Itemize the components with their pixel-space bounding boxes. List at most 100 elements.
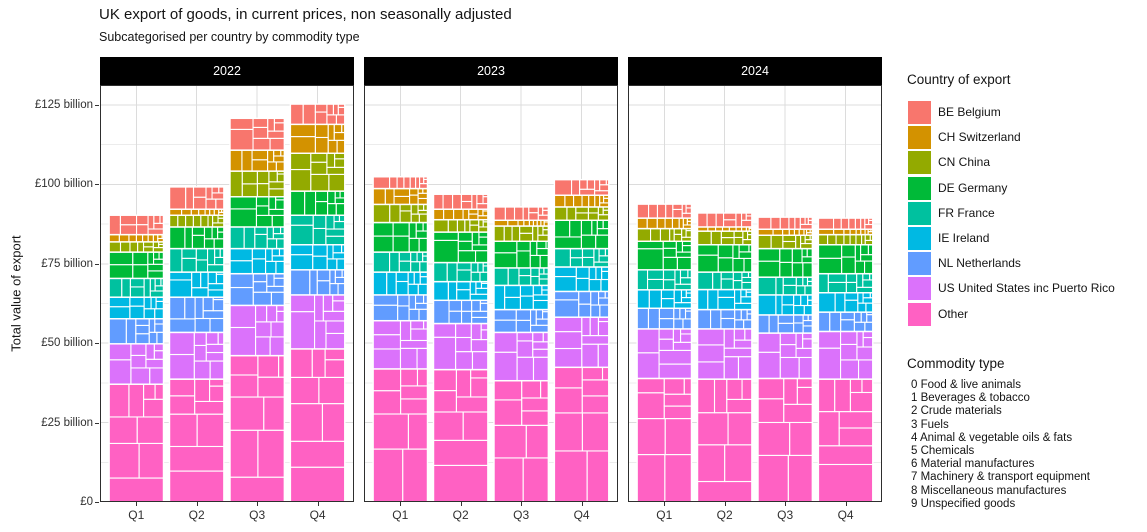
commodity-cell	[712, 271, 722, 291]
commodity-cell	[229, 273, 254, 289]
commodity-cell	[636, 392, 665, 420]
commodity-cell	[817, 463, 874, 502]
bar-2024-Q2	[696, 212, 753, 502]
commodity-cell	[207, 248, 216, 266]
commodity-cell	[482, 265, 489, 273]
commodity-cell	[314, 123, 329, 139]
commodity-cell	[457, 240, 473, 252]
facet-panel-2022	[100, 85, 354, 502]
commodity-cell	[399, 339, 429, 349]
commodity-cell	[168, 331, 195, 356]
commodity-cell	[573, 194, 583, 208]
commodity-cell	[493, 206, 506, 221]
commodity-cell	[779, 261, 793, 278]
commodity-cell	[588, 194, 596, 208]
commodity-cell	[338, 214, 346, 223]
commodity-cell	[478, 231, 489, 238]
commodity-cell	[372, 448, 404, 502]
legend-swatch-BE	[908, 101, 931, 124]
commodity-cell	[332, 294, 346, 302]
commodity-cell	[522, 457, 549, 502]
commodity-cell	[673, 307, 681, 320]
commodity-cell	[457, 250, 477, 264]
commodity-cell	[603, 197, 610, 204]
commodity-cell	[129, 305, 145, 320]
commodity-cell	[251, 159, 269, 172]
commodity-cell	[581, 412, 610, 452]
commodity-cell	[530, 275, 540, 286]
commodity-cell	[215, 273, 225, 285]
commodity-cell	[471, 299, 481, 312]
commodity-cell	[855, 228, 862, 236]
commodity-cell	[540, 380, 549, 399]
y-tick-label: £50 billion	[41, 337, 93, 350]
commodity-cell	[581, 316, 591, 337]
commodity-cell	[648, 203, 659, 219]
commodity-cell	[862, 292, 871, 299]
commodity-cell	[322, 310, 346, 322]
commodity-cell	[407, 271, 415, 285]
commodity-cell	[399, 347, 418, 370]
commodity-cell	[372, 187, 386, 205]
commodity-cell	[203, 238, 215, 250]
commodity-cell	[455, 322, 472, 339]
segment-CN	[553, 206, 610, 221]
commodity-cell	[147, 270, 165, 279]
commodity-cell	[276, 310, 285, 323]
commodity-cell	[326, 244, 334, 260]
commodity-cell	[853, 311, 862, 323]
segment-IE	[432, 280, 489, 302]
commodity-cell	[191, 226, 206, 236]
commodity-cell	[732, 279, 743, 291]
segment-CN	[636, 227, 693, 242]
segment-CN	[372, 203, 429, 224]
commodity-cell	[267, 149, 275, 163]
commodity-cell	[646, 217, 658, 230]
panel-border	[628, 85, 882, 502]
commodity-cell	[806, 248, 813, 258]
segment-outline	[108, 214, 165, 236]
commodity-cell	[202, 296, 214, 312]
commodity-cell	[479, 302, 489, 312]
commodity-cell	[599, 194, 605, 204]
commodity-cell	[770, 234, 784, 250]
commodity-cell	[856, 273, 864, 288]
commodity-cell	[660, 289, 675, 300]
commodity-cell	[118, 234, 130, 243]
segment-DE	[757, 247, 814, 278]
panel-border	[100, 85, 354, 502]
commodity-cell	[672, 328, 682, 343]
commodity-cell	[720, 230, 735, 239]
commodity-cell	[636, 217, 648, 230]
segment-US	[757, 332, 814, 380]
commodity-cell	[671, 217, 680, 230]
commodity-cell	[553, 450, 588, 502]
x-tickmark	[400, 502, 402, 506]
segment-CH	[817, 228, 874, 236]
commodity-cell	[217, 331, 225, 345]
commodity-cell	[408, 308, 420, 322]
commodity-cell	[108, 234, 120, 243]
commodity-cell	[793, 294, 802, 307]
commodity-cell	[581, 379, 610, 397]
segment-IE	[168, 271, 225, 298]
segment-CH	[168, 208, 225, 216]
commodity-cell	[636, 269, 649, 291]
x-tick-label: Q1	[656, 508, 673, 522]
segment-NL	[636, 307, 693, 330]
commodity-cell	[289, 269, 311, 296]
segment-DE	[636, 240, 693, 271]
commodity-cell	[252, 137, 271, 151]
commodity-cell	[195, 259, 209, 273]
commodity-cell	[191, 234, 206, 250]
commodity-cell	[273, 122, 285, 132]
segment-DE	[696, 244, 753, 273]
commodity-cell	[581, 194, 590, 208]
commodity-cell	[757, 216, 772, 230]
commodity-cell	[696, 271, 714, 291]
commodity-cell	[793, 304, 805, 316]
commodity-cell	[432, 390, 457, 413]
commodity-cell	[275, 161, 285, 172]
commodity-cell	[578, 303, 592, 318]
